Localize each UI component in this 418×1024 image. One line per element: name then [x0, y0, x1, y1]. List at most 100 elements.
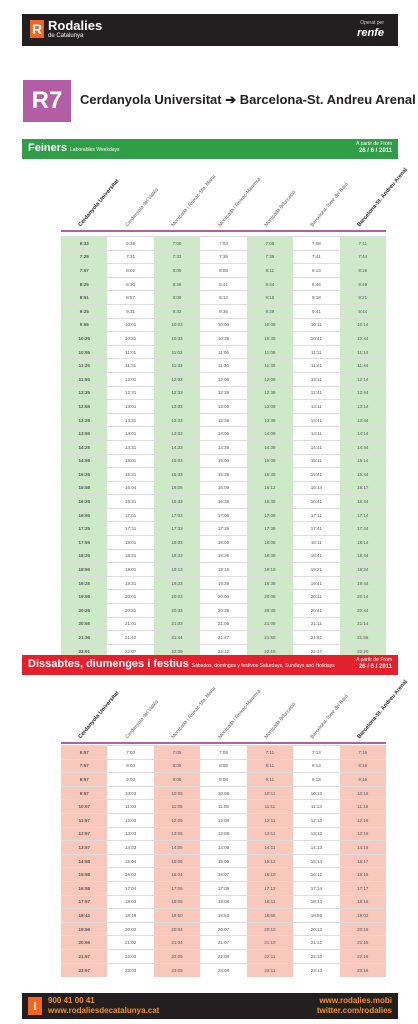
time-cell: 16:02 — [107, 867, 154, 882]
time-cell: 16:44 — [339, 494, 386, 509]
weekend-valid-from: A partir de From 26 / 6 / 2011 — [356, 657, 392, 671]
time-cell: 7:11 — [246, 745, 294, 760]
time-cell: 17:41 — [293, 521, 340, 536]
table-row: 11:57 12:03 12:05 12:08 12:11 12:13 12:16 — [61, 812, 386, 828]
table-row: 11:55 12:01 12:03 12:06 12:09 12:11 12:14 — [61, 371, 386, 387]
header-bar: R Rodalies de Catalunya Operat per renfe — [22, 14, 398, 46]
time-cell: 18:03 — [153, 535, 201, 550]
time-cell: 8:02 — [107, 263, 154, 278]
time-cell: 6:57 — [61, 745, 108, 760]
mobile-website-link[interactable]: www.rodalies.mobi — [319, 996, 392, 1005]
time-cell: 18:08 — [246, 535, 294, 550]
time-cell: 10:11 — [293, 317, 340, 332]
time-cell: 11:11 — [293, 344, 340, 359]
time-cell: 18:55 — [61, 562, 108, 577]
weekday-title-text: Feiners — [28, 142, 68, 154]
time-cell: 7:57 — [61, 263, 108, 278]
time-cell: 11:33 — [153, 358, 201, 373]
time-cell: 8:11 — [246, 758, 294, 773]
time-cell: 9:44 — [339, 303, 386, 319]
time-cell: 17:06 — [153, 880, 201, 896]
station-header: Cerdanyola Universitat — [77, 690, 121, 740]
time-cell: 13:25 — [61, 412, 108, 427]
table-row: 14:25 14:31 14:33 14:36 14:39 14:41 14:44 — [61, 439, 386, 454]
station-header: Barcelona-St. Andreu Arenal — [356, 167, 409, 228]
time-cell: 20:03 — [153, 589, 201, 604]
time-cell: 9:11 — [246, 772, 294, 787]
time-cell: 20:33 — [153, 603, 201, 618]
table-row: 16:58 17:04 17:06 17:09 17:12 17:14 17:17 — [61, 880, 386, 896]
time-cell: 9:41 — [293, 303, 340, 319]
station-header: Montcada i Reixac-Manresa — [216, 176, 262, 228]
time-cell: 11:36 — [200, 358, 247, 373]
time-cell: 8:11 — [246, 263, 294, 278]
time-cell: 15:39 — [246, 467, 294, 482]
time-cell: 18:56 — [246, 908, 294, 923]
weekend-station-headers: Cerdanyola Universitat Cerdanyola del Val… — [61, 674, 409, 744]
time-cell: 7:57 — [61, 758, 108, 773]
time-cell: 13:11 — [293, 399, 340, 414]
time-cell: 8:51 — [61, 290, 108, 305]
time-cell: 15:33 — [153, 467, 201, 482]
time-cell: 15:12 — [246, 853, 294, 868]
time-cell: 16:31 — [107, 494, 154, 509]
time-cell: 17:55 — [61, 535, 108, 550]
time-cell: 14:01 — [107, 426, 154, 441]
time-cell: 12:31 — [107, 385, 154, 400]
time-cell: 10:33 — [153, 331, 201, 346]
table-row: 12:57 13:03 13:05 13:08 13:11 13:13 13:16 — [61, 826, 386, 841]
time-cell: 12:05 — [153, 812, 201, 828]
time-cell: 11:44 — [339, 358, 386, 373]
time-cell: 16:09 — [200, 480, 247, 495]
time-cell: 17:25 — [61, 521, 108, 536]
station-header: Barcelona-Torre del Baró — [309, 181, 351, 228]
weekday-timetable: 6:33 6:38 7:00 7:03 7:06 7:08 7:11 7:25 7:31 7:33… — [61, 236, 386, 672]
time-cell: 8:16 — [339, 758, 386, 773]
time-cell: 9:09 — [153, 290, 201, 305]
time-cell: 14:09 — [246, 426, 294, 441]
time-cell: 13:08 — [200, 826, 247, 841]
time-cell: 7:33 — [153, 249, 201, 264]
weekend-from-date: 26 / 6 / 2011 — [358, 664, 392, 670]
time-cell: 17:11 — [293, 507, 340, 522]
time-cell: 6:38 — [107, 236, 154, 251]
time-cell: 7:08 — [293, 236, 340, 251]
time-cell: 14:08 — [200, 840, 247, 855]
time-cell: 13:31 — [107, 412, 154, 427]
time-cell: 19:36 — [200, 575, 247, 590]
time-cell: 10:55 — [61, 344, 108, 359]
time-cell: 20:44 — [339, 603, 386, 618]
time-cell: 23:16 — [339, 962, 386, 977]
weekend-from-label: A partir de From — [356, 657, 392, 663]
table-row: 12:25 12:31 12:33 12:36 12:39 12:41 12:44 — [61, 385, 386, 400]
time-cell: 10:16 — [339, 785, 386, 800]
time-cell: 9:03 — [107, 772, 154, 787]
time-cell: 21:50 — [246, 630, 294, 645]
time-cell: 20:56 — [61, 935, 108, 950]
time-cell: 7:00 — [153, 236, 201, 251]
time-cell: 20:11 — [293, 589, 340, 604]
time-cell: 8:25 — [61, 276, 108, 291]
time-cell: 19:24 — [339, 562, 386, 577]
time-cell: 9:25 — [61, 303, 108, 319]
time-cell: 21:52 — [293, 630, 340, 645]
website-link[interactable]: www.rodaliesdecatalunya.cat — [48, 1006, 160, 1015]
time-cell: 17:09 — [200, 880, 247, 896]
time-cell: 7:31 — [107, 249, 154, 264]
time-cell: 12:55 — [61, 399, 108, 414]
time-cell: 10:03 — [107, 785, 154, 800]
time-cell: 19:31 — [107, 575, 154, 590]
time-cell: 7:08 — [200, 745, 247, 760]
time-cell: 12:08 — [200, 812, 247, 828]
time-cell: 11:03 — [153, 344, 201, 359]
time-cell: 9:16 — [339, 772, 386, 787]
time-cell: 10:41 — [293, 331, 340, 346]
time-cell: 8:57 — [61, 772, 108, 787]
time-cell: 15:31 — [107, 467, 154, 482]
table-row: 9:57 10:03 10:05 10:08 10:11 10:13 10:16 — [61, 785, 386, 800]
time-cell: 10:44 — [339, 331, 386, 346]
time-cell: 18:01 — [107, 535, 154, 550]
time-cell: 19:21 — [293, 562, 340, 577]
time-cell: 12:36 — [200, 385, 247, 400]
twitter-link[interactable]: twitter.com/rodalies — [316, 1006, 392, 1015]
